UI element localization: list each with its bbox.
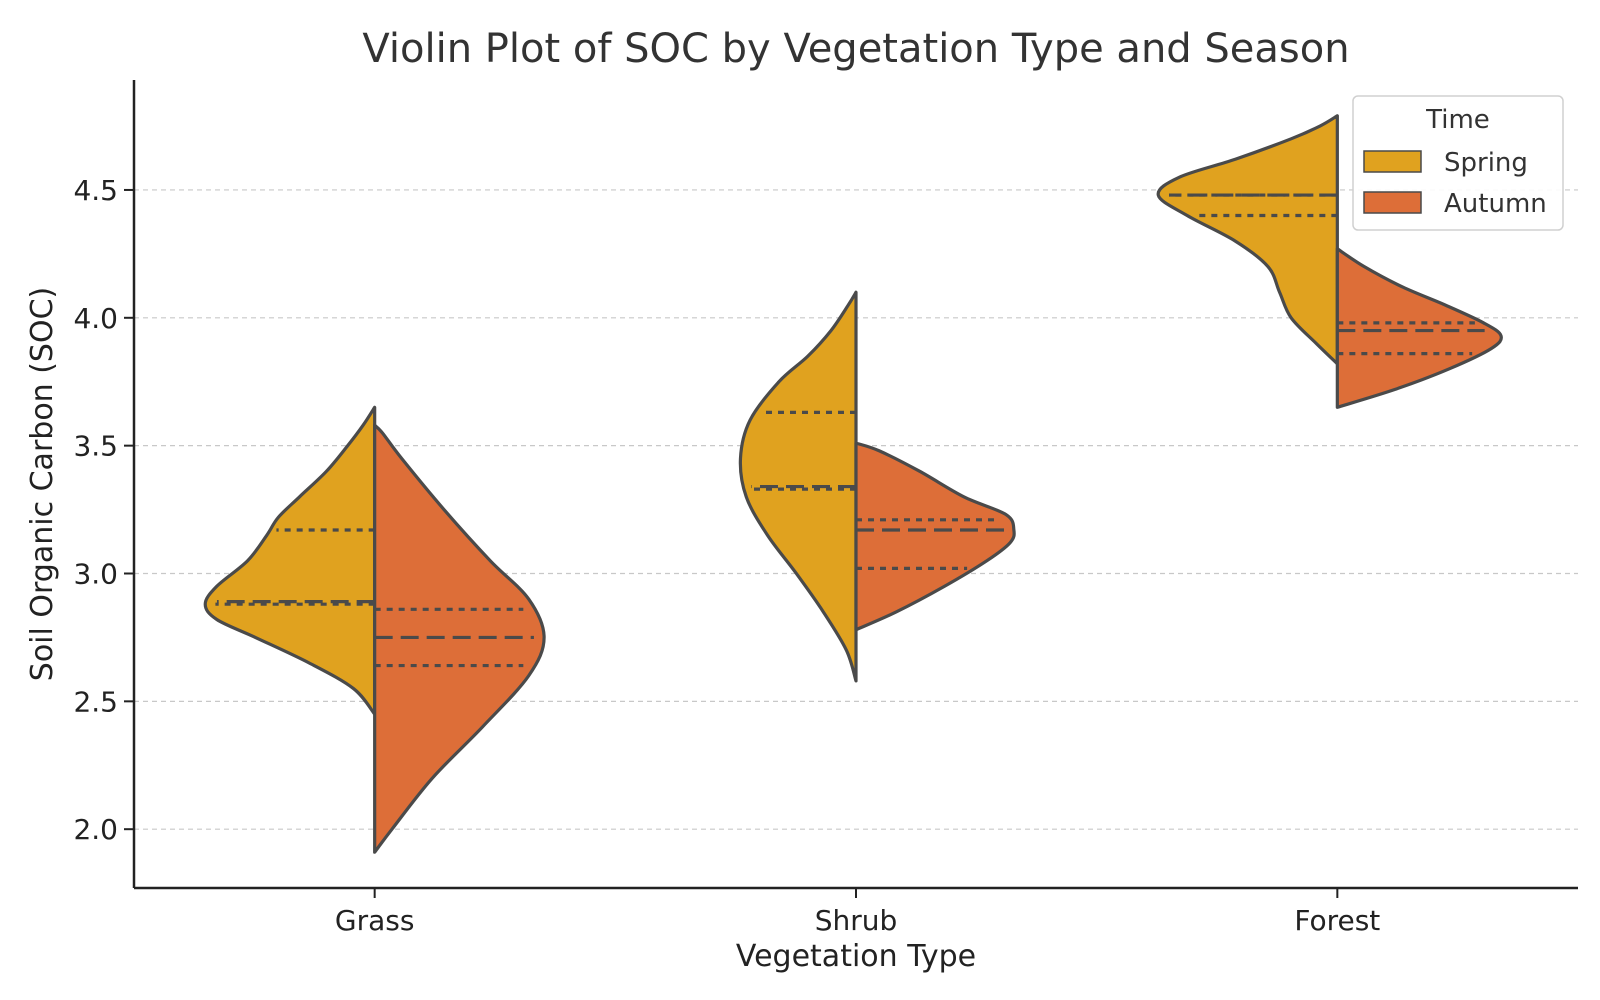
violin-body — [1156, 114, 1339, 366]
y-ticks: 2.0 2.5 3.0 3.5 4.0 4.5 — [73, 174, 134, 846]
violin-body — [1335, 247, 1503, 409]
legend-label-autumn: Autumn — [1444, 189, 1547, 219]
y-tick-label: 4.0 — [73, 302, 118, 335]
y-tick-label: 3.0 — [73, 557, 118, 590]
violin-shrub-spring — [738, 290, 858, 683]
chart-title: Violin Plot of SOC by Vegetation Type an… — [362, 26, 1349, 72]
legend-swatch-autumn — [1363, 191, 1422, 214]
violin-forest-spring — [1156, 114, 1339, 366]
violin-shrub-autumn — [854, 441, 1016, 632]
y-tick-label: 3.5 — [73, 430, 118, 463]
violin-body — [203, 405, 377, 716]
x-ticks: Grass Shrub Forest — [335, 888, 1380, 937]
violin-grass-spring — [203, 405, 377, 716]
x-tick-label: Shrub — [815, 904, 898, 937]
violin-grass-autumn — [373, 423, 546, 854]
violin-forest-autumn — [1335, 247, 1503, 409]
legend-title: Time — [1425, 105, 1490, 135]
x-tick-label: Grass — [335, 904, 415, 937]
y-tick-label: 2.0 — [73, 813, 118, 846]
y-tick-label: 2.5 — [73, 685, 118, 718]
y-axis-label: Soil Organic Carbon (SOC) — [25, 287, 60, 681]
legend-swatch-spring — [1363, 150, 1422, 173]
violins — [203, 114, 1503, 854]
legend: Time Spring Autumn — [1352, 95, 1564, 231]
violin-body — [854, 441, 1016, 632]
y-tick-label: 4.5 — [73, 174, 118, 207]
x-axis-label: Vegetation Type — [736, 939, 976, 974]
legend-label-spring: Spring — [1444, 148, 1528, 178]
x-tick-label: Forest — [1294, 904, 1380, 937]
